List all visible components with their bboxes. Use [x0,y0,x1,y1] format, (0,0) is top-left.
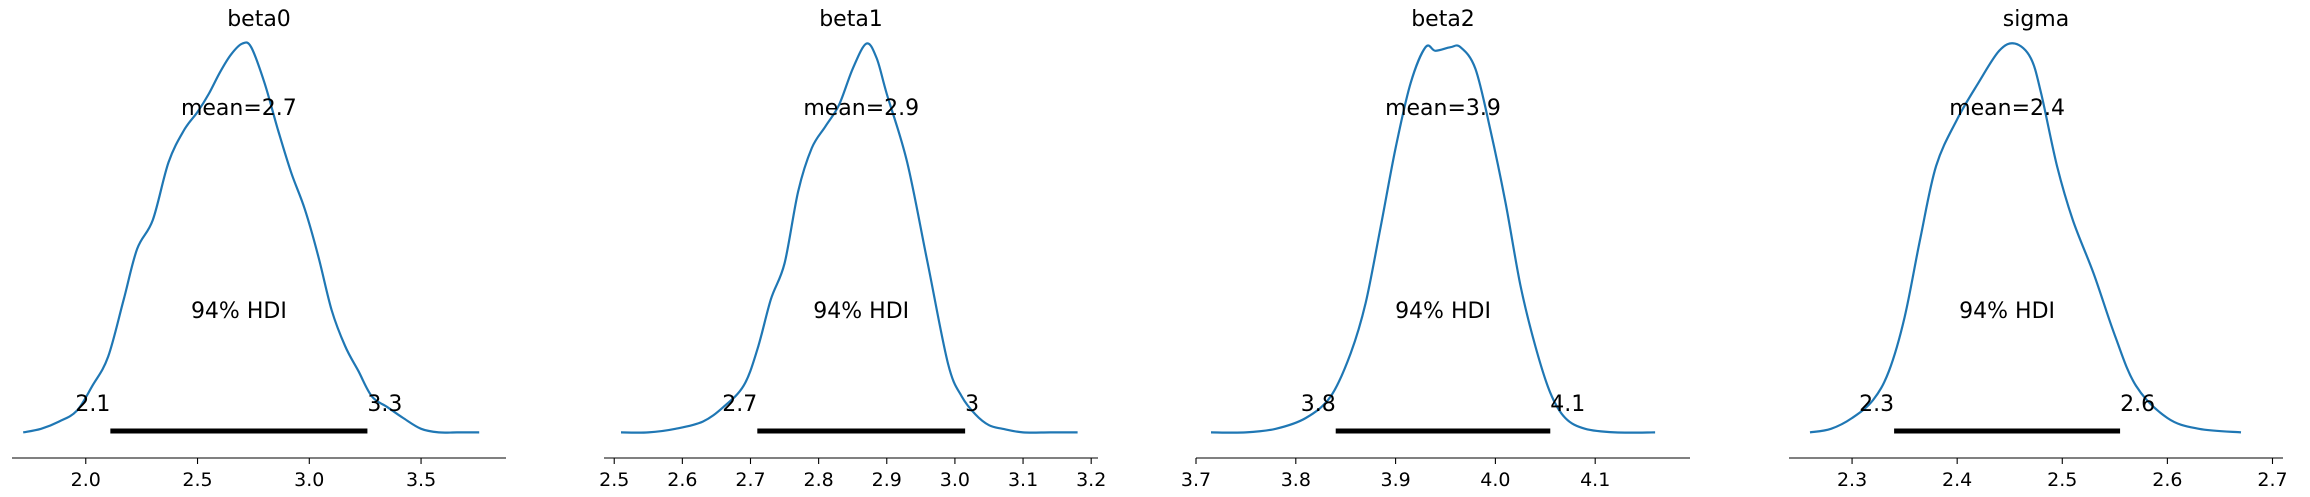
hdi-label: 94% HDI [191,299,287,324]
hdi-low-label: 2.3 [1859,392,1894,417]
x-tick-label: 2.4 [1942,469,1972,491]
x-tick-label: 3.7 [1181,469,1211,491]
x-tick-label: 2.8 [804,469,834,491]
x-tick-label: 2.5 [182,469,212,491]
panel-title: beta2 [1411,7,1475,32]
x-tick-label: 2.9 [872,469,902,491]
hdi-high-label: 4.1 [1550,392,1585,417]
x-tick-label: 2.7 [735,469,765,491]
hdi-low-label: 2.7 [722,392,757,417]
x-tick-label: 3.5 [406,469,436,491]
x-tick-label: 2.7 [2257,469,2287,491]
x-tick-label: 2.5 [2047,469,2077,491]
x-tick-label: 2.6 [667,469,697,491]
hdi-high-label: 3 [965,392,979,417]
hdi-label: 94% HDI [1959,299,2055,324]
panel-title: beta0 [227,7,291,32]
hdi-high-label: 2.6 [2120,392,2155,417]
x-tick-label: 3.9 [1380,469,1410,491]
mean-label: mean=2.4 [1949,96,2065,121]
density-curve [22,41,480,434]
panel-beta2: beta2 3.8 4.1 94% HDI mean=3.9 3.7 3.8 3.9 4.0 4.… [1181,7,1690,491]
x-tick-label: 3.1 [1008,469,1038,491]
mean-label: mean=3.9 [1385,96,1501,121]
x-tick-label: 3.8 [1281,469,1311,491]
density-curve [1210,44,1656,434]
density-curve [1809,42,2242,434]
x-tick-label: 3.2 [1076,469,1106,491]
x-tick-label: 2.5 [599,469,629,491]
hdi-label: 94% HDI [1395,299,1491,324]
panel-title: sigma [2003,7,2069,32]
density-curve [620,42,1078,434]
x-tick-label: 3.0 [294,469,324,491]
x-tick-label: 3.0 [940,469,970,491]
hdi-high-label: 3.3 [367,392,402,417]
panel-sigma: sigma 2.3 2.6 94% HDI mean=2.4 2.3 2.4 2.5 2.6 2.… [1789,7,2288,491]
hdi-low-label: 3.8 [1301,392,1336,417]
hdi-label: 94% HDI [813,299,909,324]
panel-beta1: beta1 2.7 3 94% HDI mean=2.9 2.5 2.6 2.7 2.8 2.9 3… [599,7,1106,491]
mean-label: mean=2.7 [181,96,297,121]
panel-title: beta1 [819,7,883,32]
panel-beta0: beta0 2.1 3.3 94% HDI mean=2.7 2.0 2.5 3.0 3.5 [12,7,506,491]
x-tick-label: 2.0 [71,469,101,491]
mean-label: mean=2.9 [803,96,919,121]
x-tick-label: 2.6 [2152,469,2182,491]
x-tick-label: 4.1 [1580,469,1610,491]
x-tick-label: 2.3 [1837,469,1867,491]
hdi-low-label: 2.1 [75,392,110,417]
x-tick-label: 4.0 [1480,469,1510,491]
